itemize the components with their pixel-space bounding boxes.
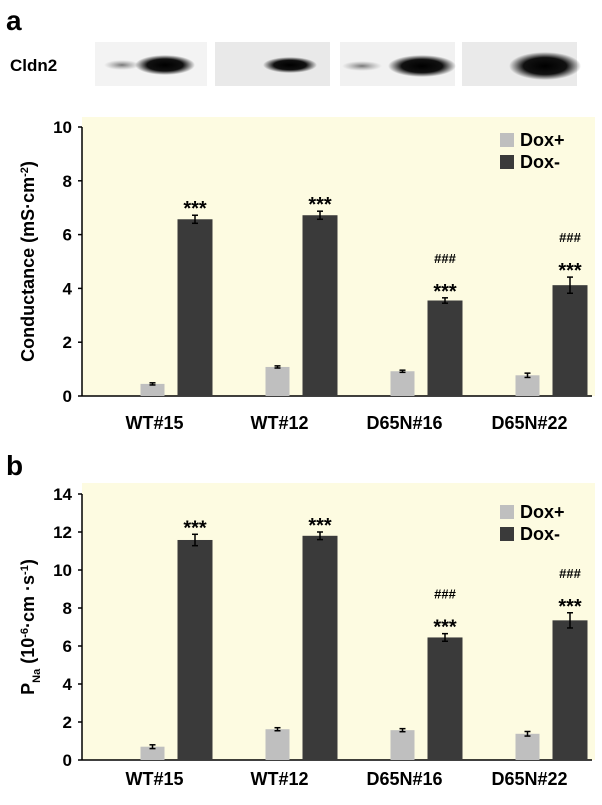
western-blot — [95, 42, 581, 86]
x-tick-label: WT#15 — [125, 413, 183, 433]
y-tick-label: 10 — [53, 118, 72, 137]
legend-swatch — [500, 133, 514, 147]
y-axis-label-part: P — [18, 683, 38, 695]
significance-label: *** — [308, 515, 332, 537]
significance-label: ### — [559, 566, 581, 581]
x-tick-label: D65N#16 — [366, 769, 442, 789]
bar — [390, 730, 415, 760]
x-tick-label: WT#12 — [250, 769, 308, 789]
y-axis-label-part: -1 — [19, 565, 31, 575]
bar — [427, 637, 463, 760]
x-tick-label: WT#12 — [250, 413, 308, 433]
y-tick-label: 14 — [53, 485, 72, 504]
panel-label: a — [6, 5, 22, 36]
bar — [552, 620, 588, 760]
y-tick-label: 0 — [63, 751, 72, 770]
bar — [177, 539, 213, 760]
error-bar — [317, 531, 323, 541]
y-axis-label-part: Conductance (mS·cm — [18, 177, 38, 362]
legend-label: Dox- — [520, 152, 560, 172]
bar — [265, 366, 290, 396]
error-bar — [274, 365, 281, 369]
y-tick-label: 6 — [63, 226, 72, 245]
y-axis-label: Conductance (mS·cm-2) — [18, 161, 38, 362]
y-axis-label-part: (10 — [18, 638, 38, 669]
y-axis-label-part: ) — [18, 161, 38, 167]
bar — [515, 375, 540, 396]
error-bar — [192, 533, 198, 547]
significance-label: ### — [434, 251, 456, 266]
significance-label: *** — [558, 260, 582, 282]
y-tick-label: 10 — [53, 561, 72, 580]
y-axis-label-part: Na — [31, 668, 43, 683]
error-bar — [399, 727, 406, 733]
bar — [390, 371, 415, 396]
legend-label: Dox+ — [520, 502, 565, 522]
bar — [515, 733, 540, 760]
y-tick-label: 6 — [63, 637, 72, 656]
error-bar — [442, 297, 448, 304]
error-bar — [524, 730, 531, 737]
bar — [265, 729, 290, 760]
x-tick-label: WT#15 — [125, 769, 183, 789]
error-bar — [567, 612, 573, 629]
error-bar — [317, 210, 323, 221]
blot-label: Cldn2 — [10, 56, 57, 75]
significance-label: *** — [308, 194, 332, 216]
bar — [552, 285, 588, 396]
error-bar — [442, 632, 448, 642]
y-tick-label: 8 — [63, 172, 72, 191]
x-tick-label: D65N#22 — [491, 769, 567, 789]
legend-swatch — [500, 527, 514, 541]
panel-label: b — [6, 450, 23, 481]
significance-label: *** — [433, 281, 457, 303]
error-bar — [524, 372, 531, 379]
y-tick-label: 0 — [63, 387, 72, 406]
y-axis-label-part: -6 — [19, 628, 31, 638]
significance-label: *** — [183, 198, 207, 220]
significance-label: *** — [558, 596, 582, 618]
significance-label: ### — [434, 587, 456, 602]
error-bar — [192, 214, 198, 225]
y-axis-label-part: ·cm ·s — [18, 575, 38, 628]
bar — [302, 535, 338, 760]
plot-background — [82, 483, 595, 760]
y-tick-label: 4 — [63, 279, 73, 298]
error-bar — [567, 276, 573, 294]
legend-swatch — [500, 155, 514, 169]
error-bar — [274, 726, 281, 732]
legend-label: Dox+ — [520, 130, 565, 150]
bar — [177, 219, 213, 396]
plot-background — [82, 117, 595, 396]
bar — [427, 300, 463, 396]
legend-label: Dox- — [520, 524, 560, 544]
bar — [302, 215, 338, 396]
y-tick-label: 8 — [63, 599, 72, 618]
bar — [140, 383, 165, 396]
y-axis-label: PNa (10-6·cm ·s-1) — [18, 559, 43, 695]
y-tick-label: 2 — [63, 333, 72, 352]
significance-label: ### — [559, 230, 581, 245]
bar — [140, 746, 165, 760]
error-bar — [149, 744, 156, 750]
y-axis-label-part: ) — [18, 559, 38, 565]
y-tick-label: 4 — [63, 675, 73, 694]
legend-swatch — [500, 505, 514, 519]
y-tick-label: 12 — [53, 523, 72, 542]
significance-label: *** — [433, 617, 457, 639]
y-tick-label: 2 — [63, 713, 72, 732]
error-bar — [399, 369, 406, 374]
significance-label: *** — [183, 517, 207, 539]
y-axis-label-part: -2 — [19, 167, 31, 177]
x-tick-label: D65N#22 — [491, 413, 567, 433]
x-tick-label: D65N#16 — [366, 413, 442, 433]
error-bar — [149, 382, 156, 386]
